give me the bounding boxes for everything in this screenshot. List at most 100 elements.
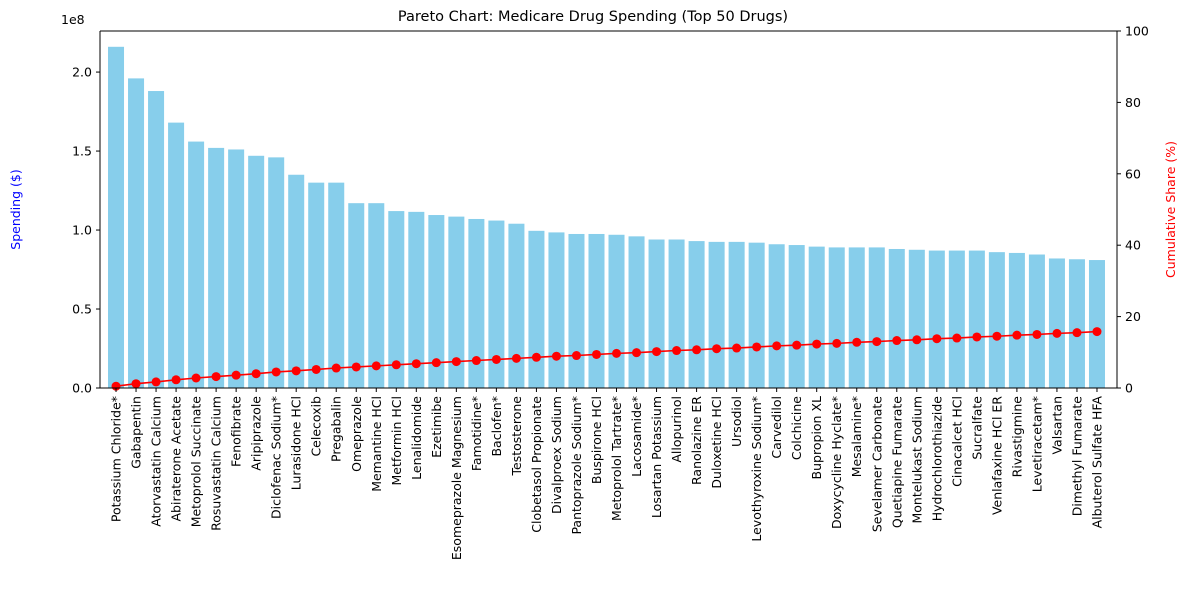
cumulative-share-point (151, 377, 161, 387)
cumulative-share-point (331, 363, 341, 373)
bar (948, 250, 965, 388)
x-tick-label: Testosterone (509, 396, 524, 477)
cumulative-share-point (952, 333, 962, 343)
bar (428, 215, 445, 388)
x-tick-label: Celecoxib (309, 396, 324, 457)
bar (988, 252, 1005, 388)
bar (628, 236, 645, 388)
x-tick-label: Valsartan (1049, 396, 1064, 455)
bar (388, 211, 405, 388)
bar (568, 233, 585, 388)
bar (608, 234, 625, 388)
x-tick-label: Sevelamer Carbonate (869, 396, 884, 532)
bar (928, 250, 945, 388)
bar (788, 245, 805, 388)
cumulative-share-point (231, 370, 241, 380)
x-tick-label: Buspirone HCl (589, 396, 604, 484)
cumulative-share-point (171, 375, 181, 385)
bar (408, 211, 425, 388)
x-tick-label: Montelukast Sodium (909, 396, 924, 524)
x-tick-label: Allopurinol (669, 396, 684, 463)
bar (488, 220, 505, 388)
bar (968, 250, 985, 388)
bar (368, 203, 385, 388)
x-tick-label: Metoprolol Tartrate* (609, 396, 624, 521)
cumulative-share-point (812, 339, 822, 349)
cumulative-share-point (892, 336, 902, 346)
x-tick-label: Bupropion XL (809, 396, 824, 479)
x-tick-label: Pregabalin (329, 396, 344, 462)
x-tick-label: Quetiapine Fumarate (889, 396, 904, 528)
x-tick-label: Ranolazine ER (689, 396, 704, 485)
cumulative-share-point (832, 338, 842, 348)
bar (688, 241, 705, 388)
axes (99, 30, 1118, 389)
y-tick-label: 2.0 (72, 65, 92, 80)
x-tick-label: Potassium Chloride* (109, 396, 124, 522)
x-tick-label: Fenofibrate (229, 396, 244, 467)
bar (308, 182, 325, 388)
cumulative-share-point (131, 379, 141, 389)
bar (168, 122, 185, 389)
bar (748, 242, 765, 388)
x-tick-label: Clobetasol Propionate (529, 396, 544, 533)
bar (868, 247, 885, 388)
y2-tick-label: 60 (1125, 166, 1141, 181)
y-tick-label: 0.5 (72, 302, 92, 317)
bar (208, 147, 225, 388)
cumulative-share-point (591, 349, 601, 359)
cumulative-share-point (1092, 327, 1102, 337)
bar (268, 157, 285, 388)
bar (728, 241, 745, 388)
bar (828, 247, 845, 388)
x-tick-label: Memantine HCl (369, 396, 384, 492)
bar (1068, 259, 1085, 388)
x-tick-label: Metoprolol Succinate (189, 396, 204, 528)
y-axis-label: Spending ($) (8, 169, 23, 249)
cumulative-share-point (191, 373, 201, 383)
y2-tick-label: 80 (1125, 95, 1141, 110)
bar (548, 232, 565, 388)
x-tick-label: Abiraterone Acetate (169, 396, 184, 522)
x-tick-label: Famotidine* (469, 396, 484, 471)
bar (708, 241, 725, 388)
bar (808, 246, 825, 388)
x-tick-label: Dimethyl Fumarate (1069, 396, 1084, 517)
cumulative-share-point (912, 335, 922, 345)
x-tick-label: Levothyroxine Sodium* (749, 396, 764, 542)
cumulative-share-point (792, 340, 802, 350)
cumulative-share-point (431, 358, 441, 368)
cumulative-share-point (551, 351, 561, 361)
bar (228, 149, 245, 388)
x-tick-label: Cinacalcet HCl (949, 396, 964, 487)
bar (588, 233, 605, 388)
bar (508, 223, 525, 388)
cumulative-share-point (932, 334, 942, 344)
x-tick-label: Metformin HCl (389, 396, 404, 486)
x-tick-label: Omeprazole (349, 396, 364, 472)
bar (108, 46, 125, 389)
x-tick-label: Atorvastatin Calcium (149, 396, 164, 527)
y-tick-label: 1.0 (72, 223, 92, 238)
cumulative-share-point (1012, 330, 1022, 340)
x-tick-label: Lurasidone HCl (289, 396, 304, 490)
cumulative-share-point (531, 352, 541, 362)
cumulative-share-point (511, 353, 521, 363)
x-tick-label: Baclofen* (489, 396, 504, 457)
x-tick-label: Mesalamine* (849, 396, 864, 477)
bar (1088, 260, 1105, 388)
x-tick-label: Albuterol Sulfate HFA (1089, 396, 1104, 529)
cumulative-share-point (1052, 328, 1062, 338)
cumulative-share-point (692, 345, 702, 355)
bar (448, 216, 465, 388)
bar (648, 239, 665, 388)
x-tick-label: Gabapentin (129, 396, 144, 469)
cumulative-share-point (972, 332, 982, 342)
bar (908, 249, 925, 388)
cumulative-share-point (992, 331, 1002, 341)
x-tick-label: Esomeprazole Magnesium (449, 396, 464, 560)
cumulative-share-point (632, 348, 642, 358)
cumulative-share-point (491, 354, 501, 364)
